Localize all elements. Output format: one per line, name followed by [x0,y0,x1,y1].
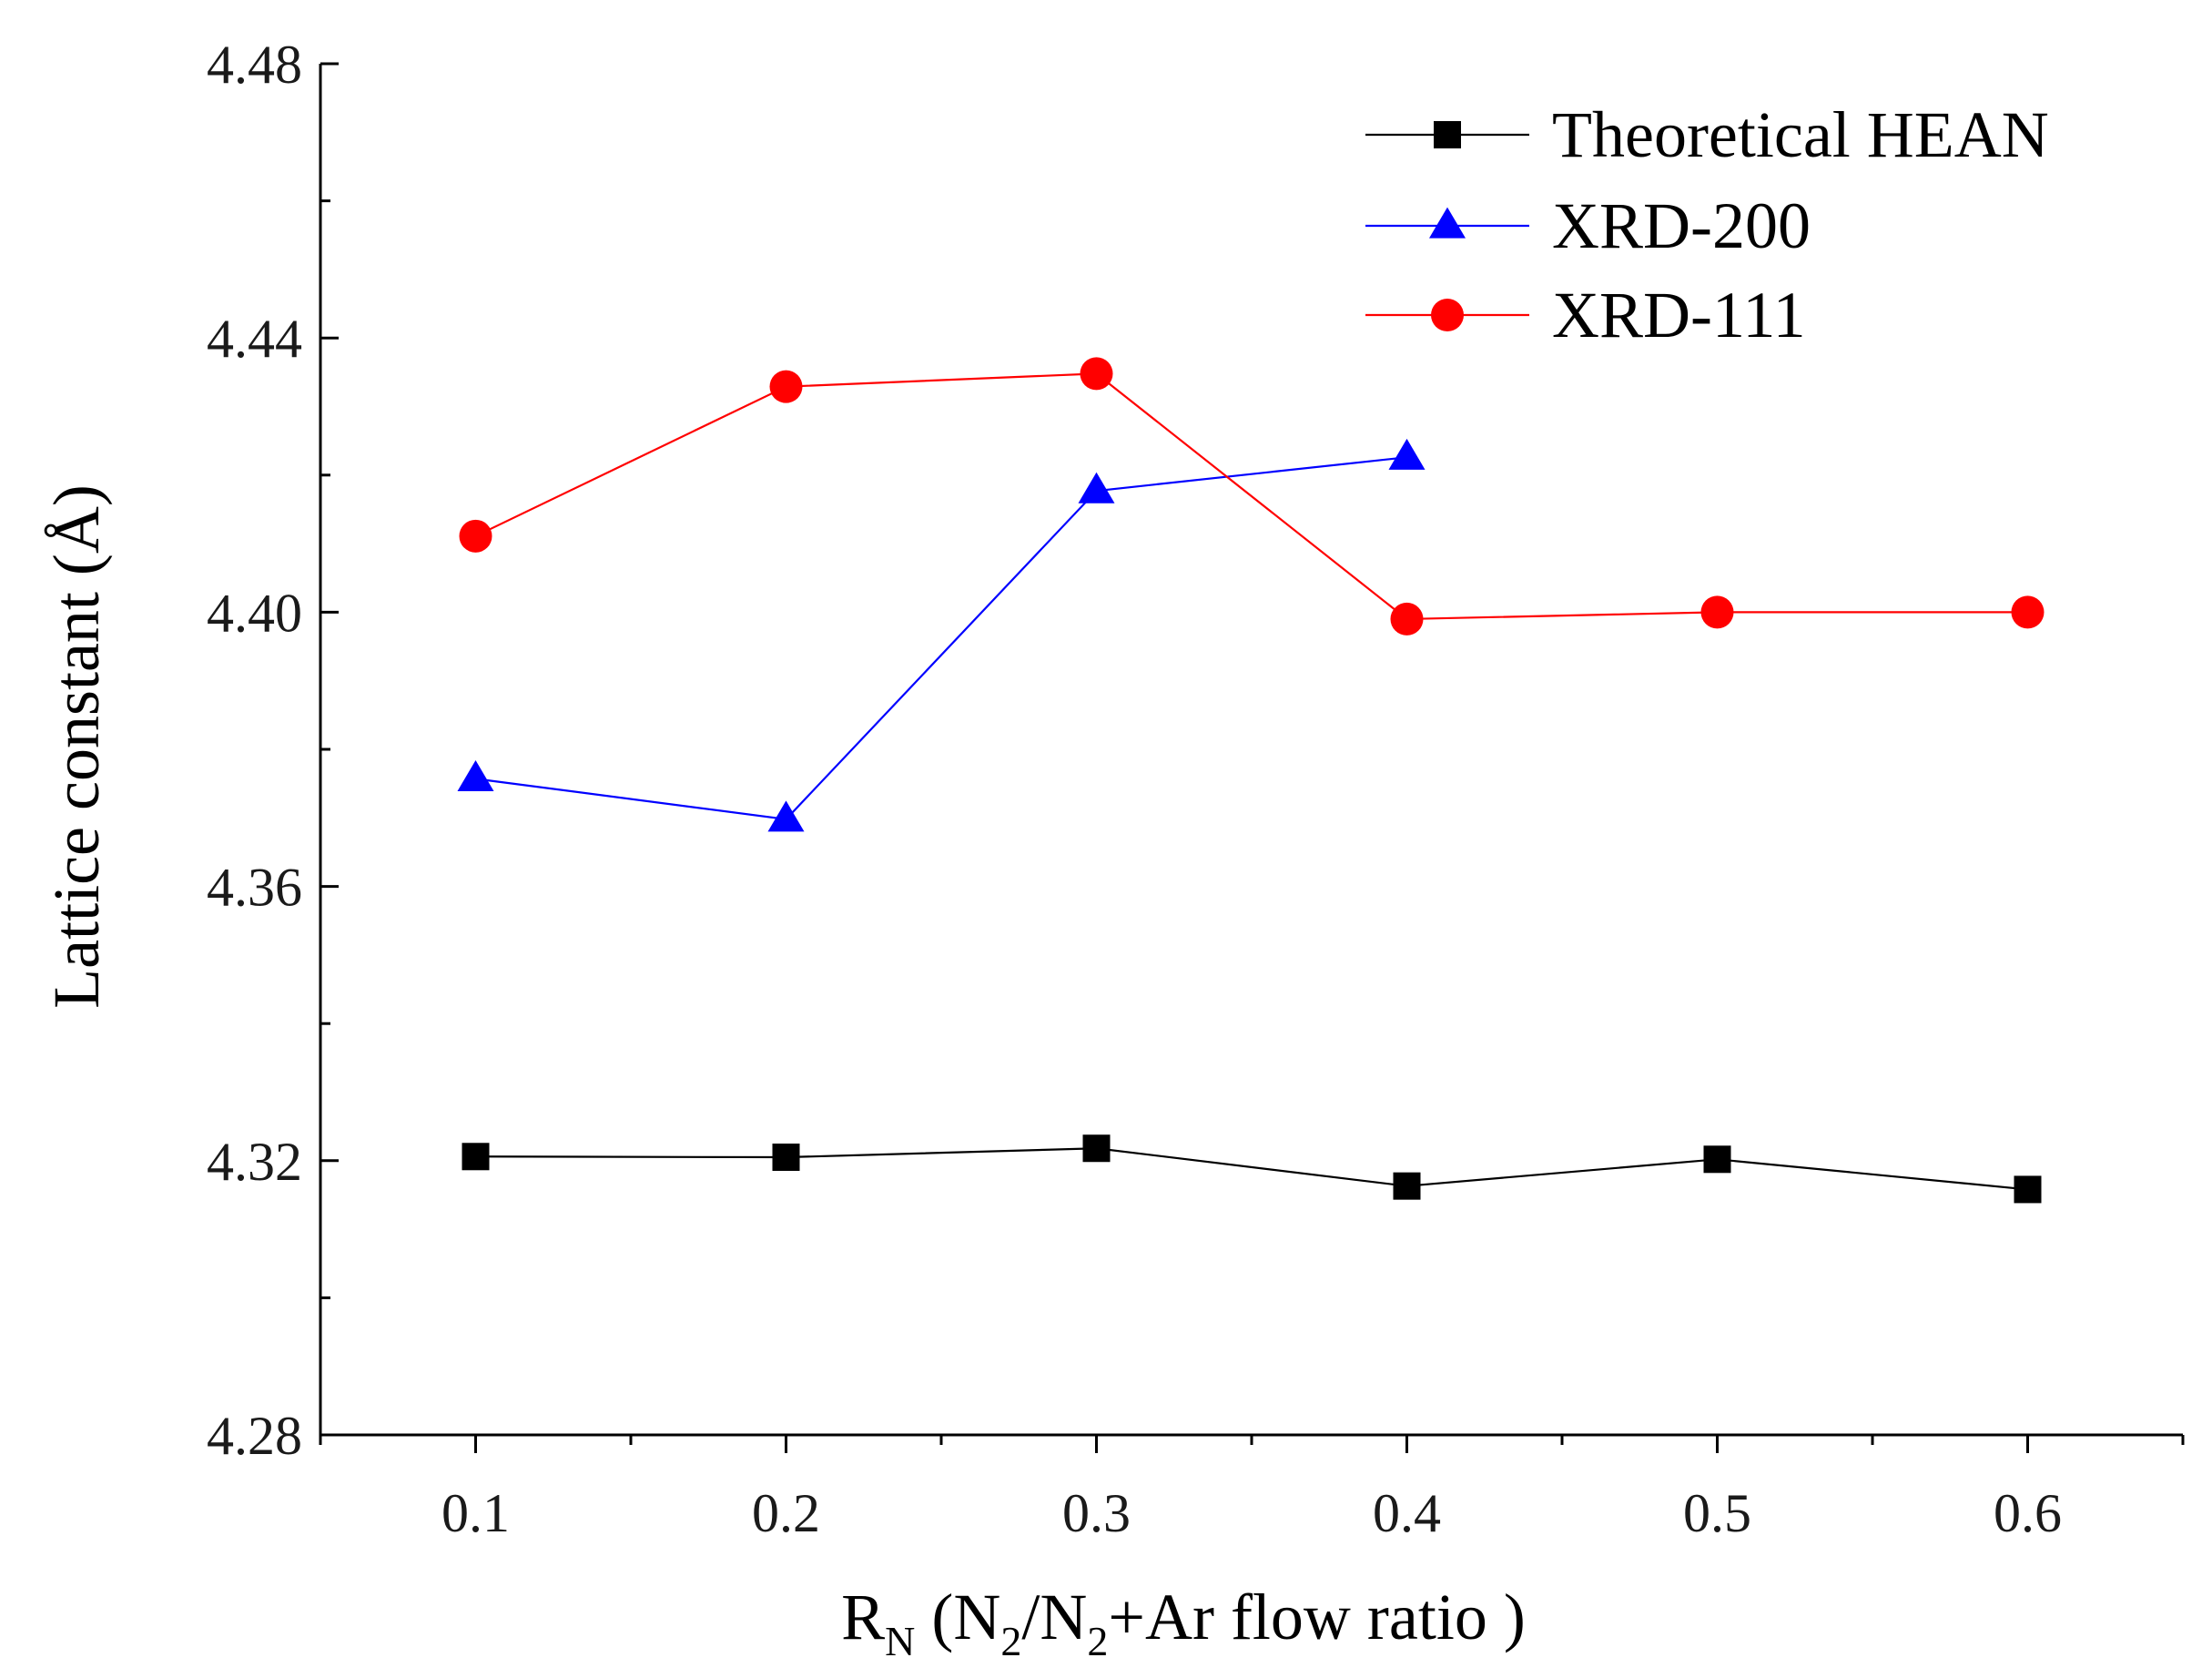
series-line-theoretical-hean [475,1147,2028,1191]
y-tick-label: 4.44 [207,309,302,369]
data-point-theoretical-hean [1703,1145,1731,1174]
data-point-xrd-200 [1388,438,1426,470]
x-tick-label: 0.4 [1373,1483,1441,1543]
y-axis-title: Lattice constant (Å) [40,484,113,1009]
data-point-xrd-200 [1078,472,1115,503]
legend-label-xrd-111: XRD-111 [1552,279,1806,351]
legend-marker-xrd-200 [1429,207,1466,239]
data-point-theoretical-hean [1082,1134,1111,1163]
x-tick-label: 0.3 [1062,1483,1131,1543]
x-tick-label: 0.6 [1994,1483,2062,1543]
x-tick-label: 0.1 [441,1483,510,1543]
series-line-xrd-111 [475,372,2028,621]
legend-marker-xrd-111 [1431,299,1464,331]
x-tick-label: 0.5 [1683,1483,1751,1543]
y-tick-label: 4.40 [207,583,302,643]
data-point-theoretical-hean [772,1144,800,1172]
legend: Theoretical HEAN XRD-200 XRD-111 [1365,98,2049,351]
data-point-xrd-111 [459,519,492,553]
y-tick-label: 4.28 [207,1406,302,1466]
y-tick-label: 4.36 [207,858,302,918]
y-tick-label: 4.48 [207,35,302,95]
data-point-xrd-111 [1700,595,1734,629]
series-line-xrd-200 [475,456,1407,820]
y-tick-label: 4.32 [207,1132,302,1192]
x-tick-label: 0.2 [752,1483,820,1543]
data-point-theoretical-hean [2014,1175,2042,1204]
data-point-xrd-200 [767,800,805,832]
data-point-xrd-111 [1080,357,1113,391]
legend-marker-theoretical-hean [1434,121,1461,148]
data-point-xrd-200 [457,759,494,791]
axes-layer: 4.28 4.32 4.36 4.40 4.44 4.48 0.1 0.2 0.3 0.4 0.5 0… [207,35,2185,1543]
data-point-xrd-111 [769,370,803,403]
data-point-theoretical-hean [462,1143,490,1171]
legend-label-xrd-200: XRD-200 [1552,189,1811,262]
data-point-xrd-111 [1390,602,1424,636]
x-axis-title: RN (N2/N2+Ar flow ratio ) [841,1581,1526,1664]
data-point-xrd-111 [2011,595,2045,629]
legend-label-theoretical-hean: Theoretical HEAN [1552,98,2049,171]
data-point-theoretical-hean [1393,1172,1421,1200]
series-layer [457,357,2045,1204]
